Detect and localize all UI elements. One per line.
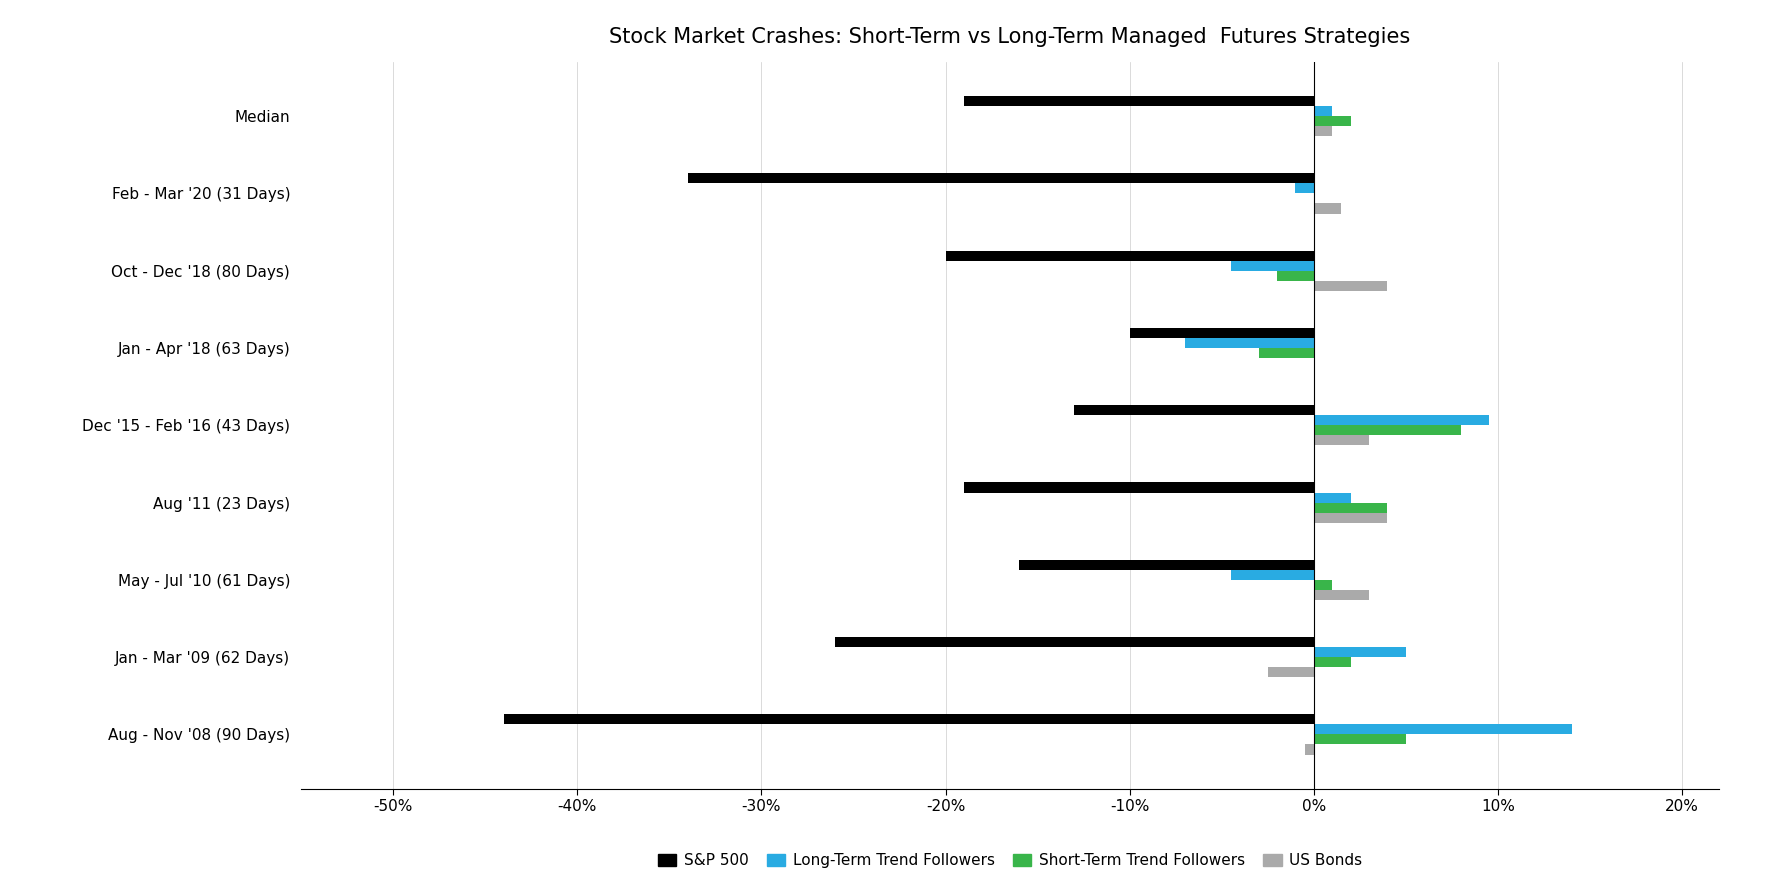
Bar — [946, 251, 1313, 260]
Bar — [1258, 348, 1313, 358]
Bar — [1313, 204, 1341, 214]
Bar — [1074, 405, 1313, 416]
Title: Stock Market Crashes: Short-Term vs Long-Term Managed  Futures Strategies: Stock Market Crashes: Short-Term vs Long… — [610, 27, 1411, 47]
Bar — [1232, 570, 1313, 579]
Bar — [1313, 116, 1350, 126]
Legend: S&P 500, Long-Term Trend Followers, Short-Term Trend Followers, US Bonds: S&P 500, Long-Term Trend Followers, Shor… — [652, 847, 1368, 874]
Bar — [1313, 281, 1387, 291]
Bar — [1304, 744, 1313, 755]
Bar — [1313, 725, 1572, 734]
Bar — [1313, 106, 1333, 116]
Bar — [1313, 435, 1370, 446]
Bar — [1313, 657, 1350, 667]
Bar — [1313, 579, 1333, 590]
Bar — [835, 637, 1313, 647]
Bar — [1019, 560, 1313, 570]
Bar — [1313, 425, 1462, 435]
Bar — [1313, 734, 1405, 744]
Bar — [1232, 260, 1313, 271]
Bar — [1278, 271, 1313, 281]
Bar — [1313, 493, 1350, 502]
Bar — [964, 96, 1313, 106]
Bar — [1313, 647, 1405, 657]
Bar — [503, 714, 1313, 725]
Bar — [964, 483, 1313, 493]
Bar — [1131, 328, 1313, 338]
Bar — [1313, 502, 1387, 513]
Bar — [688, 174, 1313, 183]
Bar — [1313, 513, 1387, 523]
Bar — [1295, 183, 1313, 193]
Bar — [1313, 416, 1488, 425]
Bar — [1313, 126, 1333, 136]
Bar — [1313, 590, 1370, 600]
Bar — [1267, 667, 1313, 677]
Bar — [1185, 338, 1313, 348]
